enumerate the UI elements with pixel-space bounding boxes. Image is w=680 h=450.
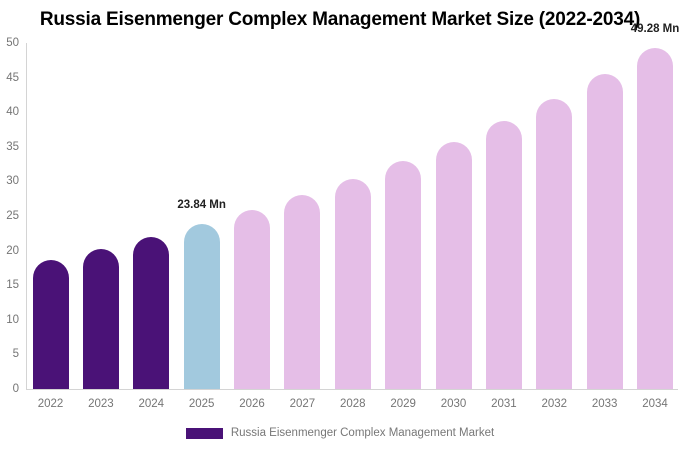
bar-2033 xyxy=(586,74,623,389)
bar-2028 xyxy=(334,178,371,389)
x-axis-line xyxy=(26,389,678,390)
bar-2022 xyxy=(32,259,69,389)
bar-2032 xyxy=(536,98,573,389)
x-axis-tick-label-2032: 2032 xyxy=(541,398,568,410)
x-axis-tick-label-2028: 2028 xyxy=(339,398,366,410)
x-axis-tick-label-2025: 2025 xyxy=(188,398,215,410)
y-axis-tick-label-25: 25 xyxy=(6,210,19,222)
x-axis-tick-label-2029: 2029 xyxy=(390,398,416,410)
y-axis-tick-label-40: 40 xyxy=(6,106,19,119)
legend-label: Russia Eisenmenger Complex Management Ma… xyxy=(230,427,495,439)
bar-value-label-2025: 23.84 Mn xyxy=(177,199,226,212)
x-axis-tick-label-2022: 2022 xyxy=(37,398,64,410)
y-axis-tick-label-5: 5 xyxy=(12,348,19,361)
x-axis-tick-label-2033: 2033 xyxy=(591,398,618,410)
y-axis-tick-label-0: 0 xyxy=(12,383,19,395)
y-axis-tick-label-20: 20 xyxy=(6,244,19,257)
legend: Russia Eisenmenger Complex Management Ma… xyxy=(0,427,680,439)
bar-2024 xyxy=(133,236,170,389)
bar-2025 xyxy=(183,224,220,389)
y-axis-tick-label-45: 45 xyxy=(6,71,19,84)
bar-2026 xyxy=(234,210,270,389)
bar-2029 xyxy=(385,161,422,389)
y-axis-line xyxy=(26,43,27,390)
y-axis-tick-label-50: 50 xyxy=(6,37,19,49)
y-axis-tick-label-15: 15 xyxy=(6,279,19,292)
x-axis-tick-label-2031: 2031 xyxy=(491,398,517,410)
bar-2027 xyxy=(284,195,321,389)
bar-2023 xyxy=(82,248,119,389)
x-axis-tick-label-2034: 2034 xyxy=(642,398,668,410)
y-axis-tick-label-35: 35 xyxy=(6,140,19,153)
x-axis-tick-label-2027: 2027 xyxy=(289,398,316,410)
x-axis-tick-label-2026: 2026 xyxy=(239,398,265,410)
chart-title: Russia Eisenmenger Complex Management Ma… xyxy=(39,9,641,30)
bar-2031 xyxy=(485,121,522,389)
y-axis-tick-label-10: 10 xyxy=(6,313,19,326)
x-axis-tick-label-2024: 2024 xyxy=(138,398,165,410)
x-axis-tick-label-2023: 2023 xyxy=(88,398,114,410)
bar-2030 xyxy=(435,141,472,389)
bar-2034 xyxy=(637,47,673,389)
bar-value-label-2034: 49.28 Mn xyxy=(630,22,680,35)
y-axis-tick-label-30: 30 xyxy=(6,175,19,188)
legend-swatch xyxy=(185,427,223,439)
x-axis-tick-label-2030: 2030 xyxy=(440,398,467,410)
